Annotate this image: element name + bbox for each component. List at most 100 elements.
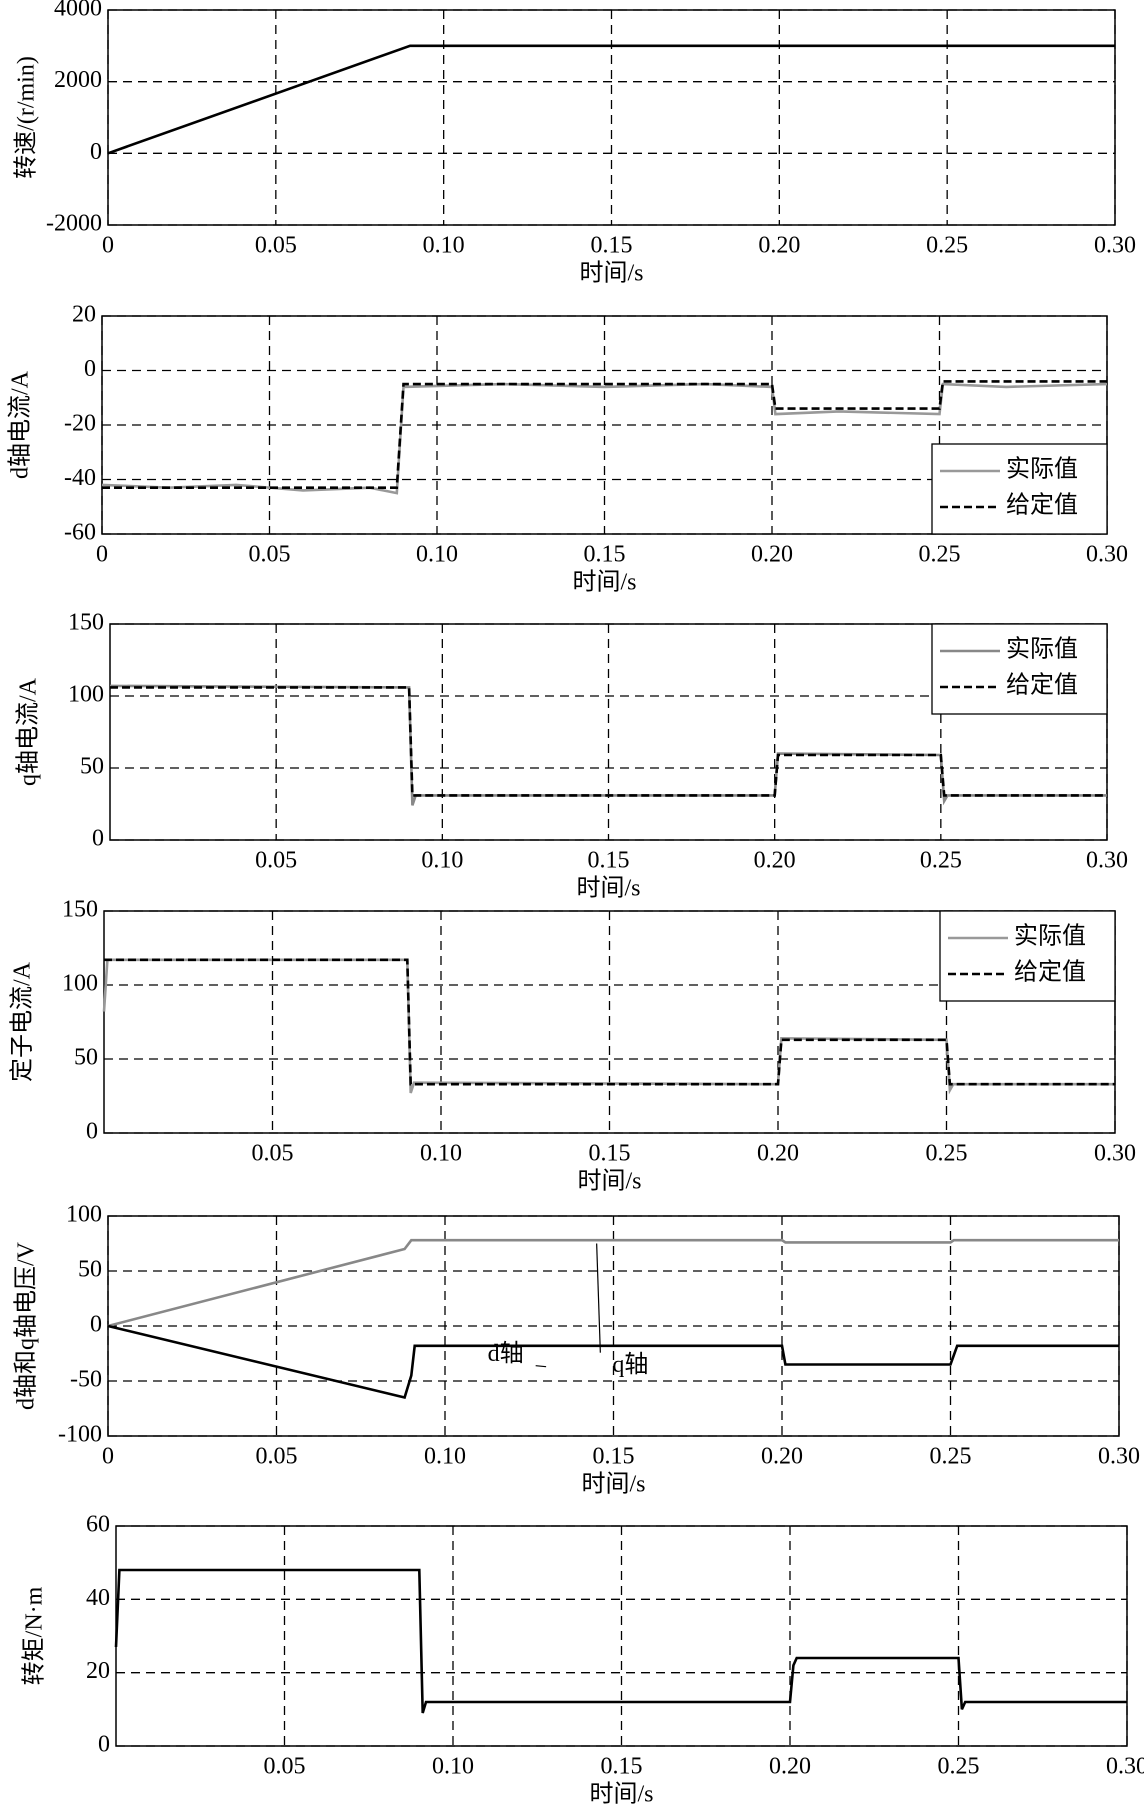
x-tick-label: 0.05 <box>255 233 297 259</box>
y-tick-label: 40 <box>86 1585 110 1611</box>
y-tick-label: 150 <box>68 610 104 636</box>
data-line <box>110 686 1107 797</box>
data-line <box>104 958 1115 1086</box>
legend-label: 实际值 <box>1014 923 1086 950</box>
x-tick-label: 0.05 <box>256 1444 298 1470</box>
y-tick-label: 150 <box>62 897 98 923</box>
x-tick-label: 0.30 <box>1094 233 1136 259</box>
y-tick-label: 100 <box>68 682 104 708</box>
x-axis-label: 时间/s <box>572 569 636 596</box>
x-tick-label: 0 <box>102 1444 114 1470</box>
x-tick-label: 0.15 <box>584 542 626 568</box>
y-tick-label: -60 <box>64 520 96 546</box>
panel: 0.05 0.10 0.15 0.20 0.25 0.30 0 50 100 150 时间/s 定子电… <box>9 897 1137 1195</box>
legend-label: 给定值 <box>1006 672 1078 699</box>
x-tick-label: 0.30 <box>1098 1444 1140 1470</box>
x-tick-label: 0.25 <box>926 233 968 259</box>
x-tick-label: 0.20 <box>761 1444 803 1470</box>
x-tick-label: 0.15 <box>601 1754 643 1780</box>
y-tick-label: -40 <box>64 465 96 491</box>
x-tick-label: 0.10 <box>416 542 458 568</box>
x-tick-label: 0.30 <box>1086 848 1128 874</box>
x-tick-label: 0.10 <box>432 1754 474 1780</box>
x-tick-label: 0.25 <box>930 1444 972 1470</box>
x-tick-label: 0.15 <box>593 1444 635 1470</box>
y-axis-label: 转速/(r/min) <box>13 56 40 179</box>
data-line <box>107 1324 1119 1400</box>
x-axis-label: 时间/s <box>577 1168 641 1195</box>
plot-frame <box>107 9 1116 226</box>
data-line <box>107 44 1115 155</box>
x-tick-label: 0.25 <box>920 848 962 874</box>
plot-frame <box>103 910 1116 1134</box>
panel: 0 0.05 0.10 0.15 0.20 0.25 0.30 -60 -40 -20 0 20 时间/… <box>7 302 1129 596</box>
x-axis-label: 时间/s <box>589 1781 653 1808</box>
annotation: q轴 <box>612 1351 648 1378</box>
y-tick-label: 100 <box>62 971 98 997</box>
x-tick-label: 0.05 <box>264 1754 306 1780</box>
x-tick-label: 0.10 <box>424 1444 466 1470</box>
y-axis-label: d轴电流/A <box>7 370 34 479</box>
plot-frame <box>109 623 1108 841</box>
y-axis-label: 定子电流/A <box>9 961 36 1082</box>
x-tick-label: 0.10 <box>423 233 465 259</box>
y-tick-label: 2000 <box>54 67 102 93</box>
y-tick-label: 50 <box>74 1045 98 1071</box>
y-tick-label: -100 <box>58 1422 102 1448</box>
x-tick-label: 0.20 <box>757 1141 799 1167</box>
annotation-leader <box>596 1243 601 1353</box>
data-line <box>107 1238 1119 1328</box>
y-axis-label: q轴电流/A <box>15 677 42 786</box>
y-tick-label: 4000 <box>54 0 102 22</box>
data-line <box>109 684 1107 806</box>
y-tick-label: 60 <box>86 1512 110 1538</box>
legend-label: 给定值 <box>1006 492 1078 519</box>
panel: 0.05 0.10 0.15 0.20 0.25 0.30 0 20 40 60 时间/s 转矩/N·… <box>21 1512 1144 1808</box>
x-axis-label: 时间/s <box>581 1471 645 1498</box>
y-tick-label: 0 <box>86 1119 98 1145</box>
y-axis-label: 转矩/N·m <box>21 1586 48 1685</box>
x-tick-label: 0.05 <box>249 542 291 568</box>
x-tick-label: 0.20 <box>754 848 796 874</box>
x-axis-label: 时间/s <box>579 260 643 287</box>
plot-frame <box>101 315 1108 535</box>
y-tick-label: 0 <box>98 1732 110 1758</box>
annotation-leader <box>535 1365 547 1368</box>
x-tick-label: 0 <box>102 233 114 259</box>
x-tick-label: 0.15 <box>589 1141 631 1167</box>
y-tick-label: 0 <box>90 1312 102 1338</box>
x-tick-label: 0.05 <box>252 1141 294 1167</box>
x-tick-label: 0.20 <box>758 233 800 259</box>
x-tick-label: 0.30 <box>1106 1754 1144 1780</box>
legend-box <box>939 910 1116 1002</box>
panel: 0 0.05 0.10 0.15 0.20 0.25 0.30-2000020004000时… <box>13 0 1137 287</box>
y-tick-label: 100 <box>66 1202 102 1228</box>
x-axis-label: 时间/s <box>576 875 640 902</box>
legend-label: 给定值 <box>1014 959 1086 986</box>
y-tick-label: -20 <box>64 411 96 437</box>
annotation: d轴 <box>488 1340 524 1367</box>
legend-box <box>931 623 1108 715</box>
y-tick-label: 50 <box>78 1257 102 1283</box>
y-tick-label: 20 <box>72 302 96 328</box>
data-line <box>114 1568 1127 1714</box>
y-tick-label: -2000 <box>46 211 102 237</box>
y-tick-label: -50 <box>70 1367 102 1393</box>
x-tick-label: 0.30 <box>1094 1141 1136 1167</box>
x-tick-label: 0.15 <box>588 848 630 874</box>
data-line <box>102 380 1107 489</box>
y-tick-label: 20 <box>86 1658 110 1684</box>
x-tick-label: 0.20 <box>769 1754 811 1780</box>
x-tick-label: 0.25 <box>919 542 961 568</box>
x-tick-label: 0.25 <box>926 1141 968 1167</box>
y-axis-label: d轴和q轴电压/V <box>13 1241 40 1410</box>
panel: 0 0.05 0.10 0.15 0.20 0.25 0.30 -100 -50 0 50 100 时间… <box>13 1202 1141 1498</box>
y-tick-label: 0 <box>90 139 102 165</box>
x-tick-label: 0 <box>96 542 108 568</box>
x-tick-label: 0.10 <box>421 848 463 874</box>
legend-label: 实际值 <box>1006 636 1078 663</box>
x-tick-label: 0.15 <box>591 233 633 259</box>
legend-box <box>931 443 1108 535</box>
x-tick-label: 0.10 <box>420 1141 462 1167</box>
